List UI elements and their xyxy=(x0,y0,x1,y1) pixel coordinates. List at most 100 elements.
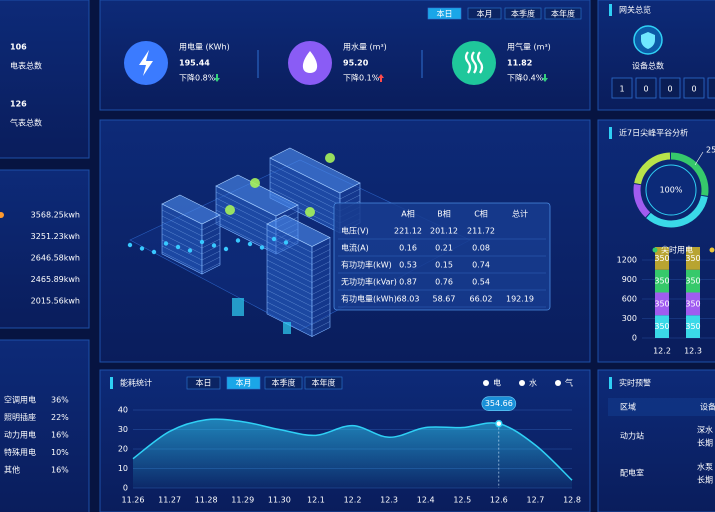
tab[interactable] xyxy=(504,7,542,20)
x-tick-label: 12.4 xyxy=(417,496,435,505)
tab[interactable] xyxy=(427,7,462,20)
shield xyxy=(641,32,655,49)
annotation-dot xyxy=(495,419,503,428)
y-tick-label: 40 xyxy=(118,406,128,415)
marker xyxy=(305,207,315,217)
table-header: C相 xyxy=(474,209,488,219)
gateway-label: 设备总数 xyxy=(632,61,664,71)
title-bar xyxy=(609,377,612,389)
table-cell: 192.19 xyxy=(506,295,534,304)
panel xyxy=(0,0,90,159)
x-tick-label: 12.1 xyxy=(307,496,325,505)
bar-label: 350 xyxy=(654,322,669,331)
tab[interactable] xyxy=(544,7,582,20)
tab-label: 本季度 xyxy=(272,378,296,388)
bar-segment xyxy=(686,292,700,316)
tree xyxy=(187,248,193,253)
tab[interactable] xyxy=(304,376,343,390)
floor-line xyxy=(201,220,221,231)
floor-line xyxy=(161,233,203,255)
table-cell: 0.15 xyxy=(435,261,453,270)
table-cell: 58.67 xyxy=(433,295,456,304)
panel-title: 网关总览 xyxy=(619,5,651,15)
marker xyxy=(225,205,235,215)
tree xyxy=(271,236,277,242)
digit: 0 xyxy=(667,85,672,94)
table-cell: 221.12 xyxy=(394,227,422,236)
x-tick-label: 11.26 xyxy=(122,496,145,505)
icon-glyph xyxy=(139,50,153,76)
floor-line xyxy=(266,301,313,325)
tab[interactable] xyxy=(186,376,221,390)
y-tick-label: 1200 xyxy=(617,256,637,265)
table-cell: 0.74 xyxy=(472,261,490,270)
table-header: A相 xyxy=(401,209,414,219)
legend-dot xyxy=(652,247,658,253)
legend-icon[interactable] xyxy=(555,380,561,386)
column-header: 区域 xyxy=(620,402,636,412)
tab[interactable] xyxy=(226,376,261,390)
tooltip xyxy=(481,396,517,411)
bar-segment xyxy=(686,269,700,293)
floor-line xyxy=(266,295,313,319)
tab-label: 本月 xyxy=(236,378,252,388)
share-label: 空调用电 xyxy=(4,395,36,405)
share-value: 36% xyxy=(51,396,69,405)
floor-line xyxy=(311,303,331,313)
panel xyxy=(0,339,90,512)
table-cell: 0.53 xyxy=(399,261,417,270)
floor-line xyxy=(161,209,203,231)
alert-text: 水泵 xyxy=(697,462,713,472)
x-tick-label: 12.2 xyxy=(344,496,362,505)
x-tick-label: 11.29 xyxy=(231,496,254,505)
panel xyxy=(597,369,715,512)
metric-change: 下降0.1% xyxy=(343,73,380,83)
tree xyxy=(199,239,205,245)
tab[interactable] xyxy=(467,7,502,20)
legend-icon[interactable] xyxy=(483,380,489,386)
bar-label: 350 xyxy=(654,299,669,308)
legend-label: 尖时用电 xyxy=(661,245,693,255)
row-label: 有功功率(kW) xyxy=(341,260,392,270)
digit-box xyxy=(635,77,657,99)
tab[interactable] xyxy=(264,376,303,390)
tree xyxy=(247,241,253,247)
floor-line xyxy=(215,197,277,229)
trend-arrow xyxy=(542,74,548,82)
legend-icon[interactable] xyxy=(519,380,525,386)
bar-segment xyxy=(655,247,669,270)
floor-line xyxy=(311,261,331,271)
scene xyxy=(127,147,471,337)
digit-box xyxy=(707,77,715,99)
floor-line xyxy=(339,188,361,200)
panel xyxy=(0,169,90,329)
reading: 2646.58kwh xyxy=(31,254,80,263)
bar-segment xyxy=(686,247,700,270)
floor-line xyxy=(161,239,203,261)
y-tick-label: 0 xyxy=(123,484,128,493)
table-cell: 211.72 xyxy=(467,227,495,236)
stat-value: 106 xyxy=(10,43,27,52)
icon-glyph xyxy=(302,51,318,73)
floor-line xyxy=(161,221,203,243)
area-name: 动力站 xyxy=(620,431,644,441)
building-top xyxy=(269,147,361,194)
marker xyxy=(325,153,335,163)
metric-value: 195.44 xyxy=(179,59,210,68)
tab-label: 本年度 xyxy=(312,378,336,388)
table-header: 总计 xyxy=(512,209,528,219)
floor-line xyxy=(311,279,331,289)
floor-line xyxy=(266,241,313,265)
digit-box xyxy=(659,77,681,99)
alert-text: 深水 xyxy=(697,425,713,435)
floor-line xyxy=(161,215,203,237)
floor-line xyxy=(266,289,313,313)
donut-center: 100% xyxy=(660,186,683,195)
floor-line xyxy=(161,227,203,249)
floor-line xyxy=(161,251,203,273)
floor-line xyxy=(311,309,331,319)
tree xyxy=(163,241,169,246)
legend-label: 气 xyxy=(565,378,573,388)
x-tick-label: 12.8 xyxy=(563,496,581,505)
